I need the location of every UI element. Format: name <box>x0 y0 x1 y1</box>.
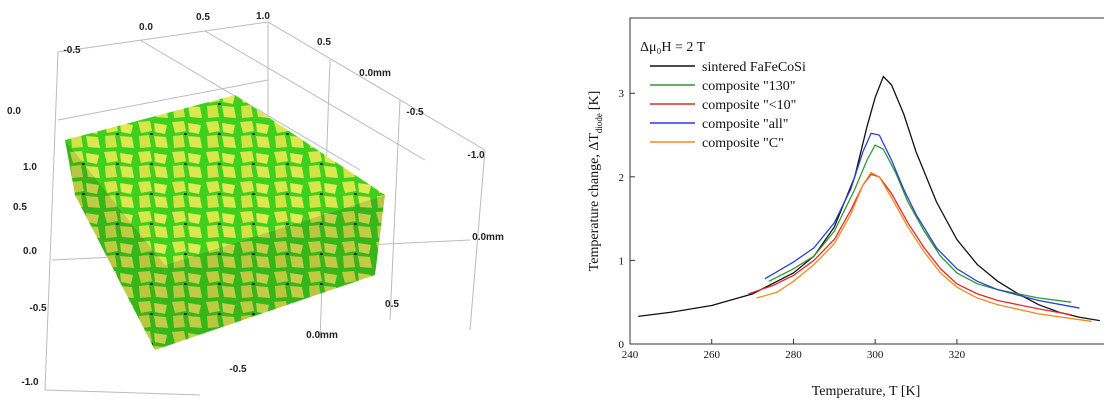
y-axis-label: Temperature change, ΔTdiode [K] <box>587 91 604 272</box>
y-tick-label: 3 <box>619 88 625 100</box>
x-axis-label: Temperature, T [K] <box>812 384 921 399</box>
y-axis-label-main: Temperature change, ΔT <box>587 133 602 272</box>
legend-label: composite "130" <box>702 79 795 94</box>
axis-tick-label: -1.0 <box>21 377 39 388</box>
axis-tick-label: 0.5 <box>317 37 331 48</box>
frame-grid <box>57 79 269 121</box>
x-tick-label: 280 <box>785 349 802 361</box>
axis-tick-label: -0.5 <box>229 364 247 375</box>
axis-tick-label: 0.5 <box>13 202 27 213</box>
plot-frame <box>629 17 1104 345</box>
legend-label: composite "C" <box>702 136 784 151</box>
axis-tick-label: -0.5 <box>29 303 47 314</box>
y-tick-label: 2 <box>619 172 625 184</box>
y-tick-label: 1 <box>619 255 625 267</box>
legend-label: composite "all" <box>702 117 788 132</box>
axis-tick-label: -0.5 <box>406 107 424 118</box>
y-tick-label: 0 <box>619 339 625 351</box>
frame-edge <box>44 51 201 396</box>
slab-shade <box>65 140 385 350</box>
axis-tick-label: 0.0 <box>7 106 21 117</box>
slab-top <box>65 95 385 265</box>
y-axis-label-sub: diode <box>594 113 604 133</box>
axis-tick-label: 0.0 <box>139 22 153 33</box>
series-line <box>768 144 1072 303</box>
slab-right <box>155 195 385 350</box>
slab-left <box>65 140 165 350</box>
y-axis-label-unit: [K] <box>587 91 602 110</box>
series-line <box>638 75 1101 322</box>
axis-tick-label: 0.0mm <box>359 68 391 79</box>
series-line <box>764 132 1080 309</box>
frame-edge <box>469 149 486 331</box>
x-tick-label: 300 <box>867 349 884 361</box>
axis-tick-label: 0.0 <box>23 246 37 257</box>
x-tick-label: 260 <box>703 349 720 361</box>
annotation: Δμ₀H = 2 T <box>640 40 706 55</box>
volume-render: -0.5 0.0 0.5 1.0 0.5 0.0mm -0.5 -1.0 0.0 1.0 0.5 0.… <box>7 11 504 396</box>
series-line <box>756 171 1092 323</box>
axis-tick-label: 1.0 <box>23 162 37 173</box>
axis-tick-label: 0.0mm <box>306 330 338 341</box>
series-line <box>748 173 1072 316</box>
legend-label: sintered FaFeCoSi <box>702 60 806 75</box>
axis-tick-label: 0.5 <box>196 12 210 23</box>
frame-grid <box>204 30 426 161</box>
legend-label: composite "<10" <box>702 98 796 113</box>
axis-tick-label: -0.5 <box>63 45 81 56</box>
line-chart: 240 260 280 300 320 0 1 2 3 Temperature, T [K] Tem… <box>587 17 1104 399</box>
axis-tick-label: 1.0 <box>256 11 270 22</box>
axis-tick-label: -1.0 <box>467 150 485 161</box>
x-tick-label: 240 <box>622 349 639 361</box>
x-tick-label: 320 <box>949 349 966 361</box>
frame-grid <box>389 99 401 321</box>
axis-tick-label: 0.5 <box>385 299 399 310</box>
axis-tick-label: 0.0mm <box>472 232 504 243</box>
